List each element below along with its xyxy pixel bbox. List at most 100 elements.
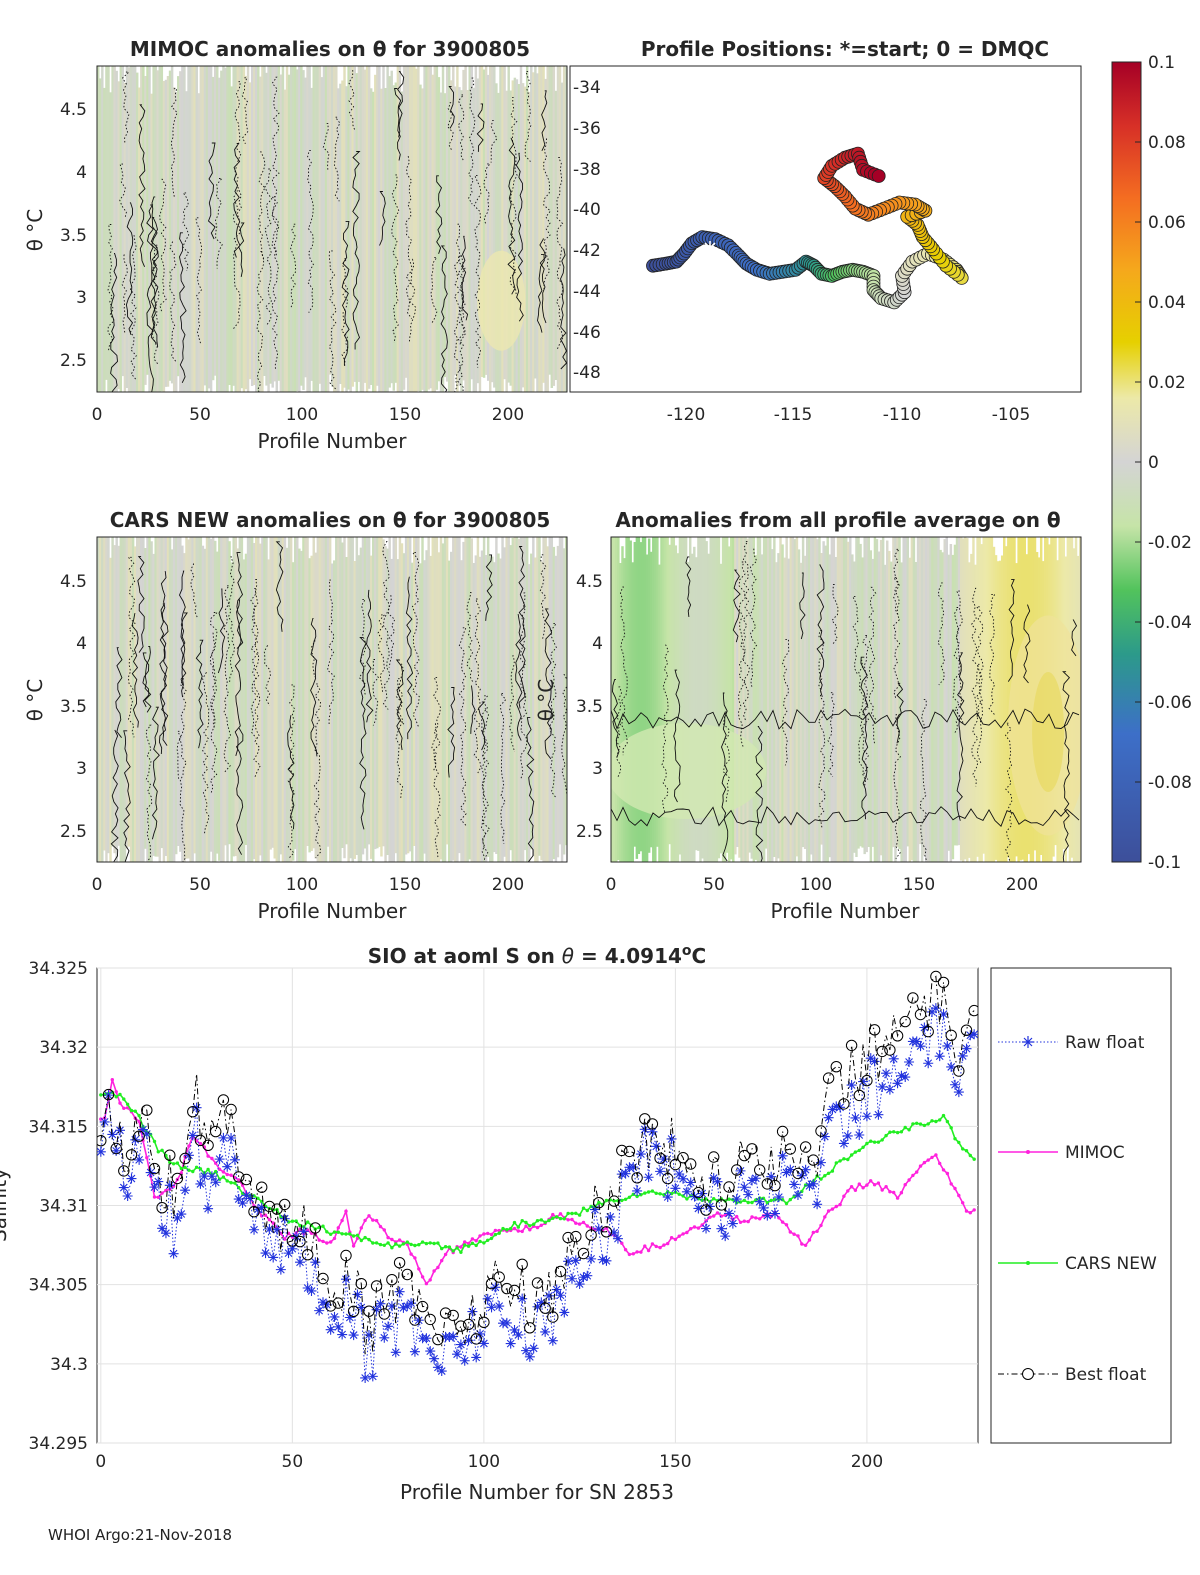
salinity-series [97, 970, 978, 1383]
anomaly-cell [974, 564, 977, 862]
raw-float-point [605, 1211, 616, 1222]
anomaly-cell [480, 550, 484, 862]
contour-line [1071, 619, 1078, 657]
cars-new-point [329, 1232, 333, 1237]
anomaly-cell [515, 79, 519, 392]
mimoc-point [857, 1182, 861, 1186]
cars-xtick: 100 [286, 875, 318, 895]
cars-new-point [727, 1197, 731, 1201]
raw-float-point [785, 1164, 796, 1175]
anomaly-cell [259, 543, 262, 856]
raw-float-point [164, 1180, 175, 1191]
anomaly-cell [372, 537, 375, 862]
raw-float-point [486, 1302, 497, 1313]
anomaly-cell [281, 537, 285, 862]
raw-float-point [126, 1173, 137, 1184]
cars-new-point [294, 1219, 298, 1223]
contour-line [190, 563, 198, 618]
anomaly-cell [534, 557, 537, 862]
raw-float-point [375, 1298, 386, 1309]
anomaly-cell [896, 537, 899, 847]
anomaly-cell [129, 66, 133, 392]
mimoc-point [819, 1223, 823, 1228]
anomaly-cell [528, 564, 531, 862]
anomaly-cell [187, 66, 190, 392]
profile-position-point [871, 169, 886, 183]
raw-float-point [708, 1173, 719, 1184]
cars-new-point [451, 1249, 455, 1253]
cars-new-point [551, 1216, 555, 1220]
cars-new-point [865, 1141, 869, 1146]
cars-new-point [884, 1133, 888, 1138]
contour-line [1062, 671, 1071, 862]
anomaly-cell [931, 537, 934, 862]
anomaly-cell [660, 537, 663, 862]
best-float-point [393, 1257, 406, 1269]
anomaly-cell [670, 537, 673, 862]
contour-line [470, 685, 476, 734]
mimoc-point [558, 1212, 563, 1216]
anomaly-cell [538, 537, 541, 856]
raw-float-point [226, 1132, 237, 1143]
contour-line [543, 138, 552, 289]
mimoc-point [627, 1252, 632, 1257]
anomaly-cell [447, 560, 451, 862]
contour-line [234, 81, 242, 220]
cars-new-point [520, 1219, 524, 1223]
cars-new-point [562, 1217, 566, 1221]
best-float-point [133, 1130, 145, 1142]
anomaly-cell [269, 66, 272, 384]
mimoc-point [938, 1161, 942, 1166]
anomaly-cell [226, 66, 229, 392]
contour-line [263, 645, 271, 706]
best-float-point [279, 1198, 291, 1211]
mimoc-point [788, 1230, 792, 1234]
cars-new-point [420, 1240, 425, 1244]
contour-line [478, 701, 486, 751]
raw-float-point [325, 1324, 336, 1335]
anomaly-cell [185, 91, 188, 392]
contour-line [341, 220, 350, 366]
anomaly-cell [976, 537, 979, 857]
contour-line [561, 674, 567, 795]
anomaly-cell [920, 537, 924, 862]
best-float-point [922, 1025, 934, 1038]
mimoc-point [474, 1239, 478, 1243]
mimoc-point [964, 1209, 969, 1213]
cars-new-point [784, 1201, 789, 1206]
mimoc-point [524, 1224, 528, 1228]
best-float-point [807, 1154, 819, 1166]
contour-line [611, 708, 1080, 731]
mimoc-point [696, 1226, 701, 1230]
mimoc-point [152, 1195, 157, 1199]
mimoc-point [826, 1209, 831, 1213]
anomaly-cell [365, 537, 369, 861]
anomaly-cell [717, 537, 721, 859]
best-float-point [325, 1300, 337, 1312]
anomaly-cell [662, 537, 665, 862]
anomaly-cell [419, 563, 422, 862]
raw-float-point [781, 1167, 792, 1178]
anomaly-cell [213, 540, 217, 862]
anomaly-cell [413, 537, 416, 846]
anomaly-cell [406, 537, 410, 854]
raw-float-point [199, 1171, 210, 1182]
anomaly-cell [119, 66, 123, 392]
raw-float-point [643, 1172, 654, 1183]
raw-float-point [678, 1173, 689, 1184]
cars-new-point [359, 1238, 363, 1243]
cars-new-point [903, 1125, 907, 1130]
contour-line [307, 150, 314, 313]
anomaly-cell [415, 537, 418, 862]
anomaly-cell [131, 537, 135, 862]
anomaly-cell [503, 66, 506, 380]
cars-new-point [298, 1223, 302, 1228]
anomaly-cell [160, 66, 164, 392]
cars-new-point [321, 1224, 325, 1228]
best-float-point [631, 1172, 643, 1184]
anomaly-cell [431, 74, 434, 392]
raw-float-point [842, 1130, 853, 1141]
cars-new-point [961, 1147, 965, 1151]
anomaly-cell [468, 66, 471, 392]
best-float-point [217, 1094, 230, 1106]
